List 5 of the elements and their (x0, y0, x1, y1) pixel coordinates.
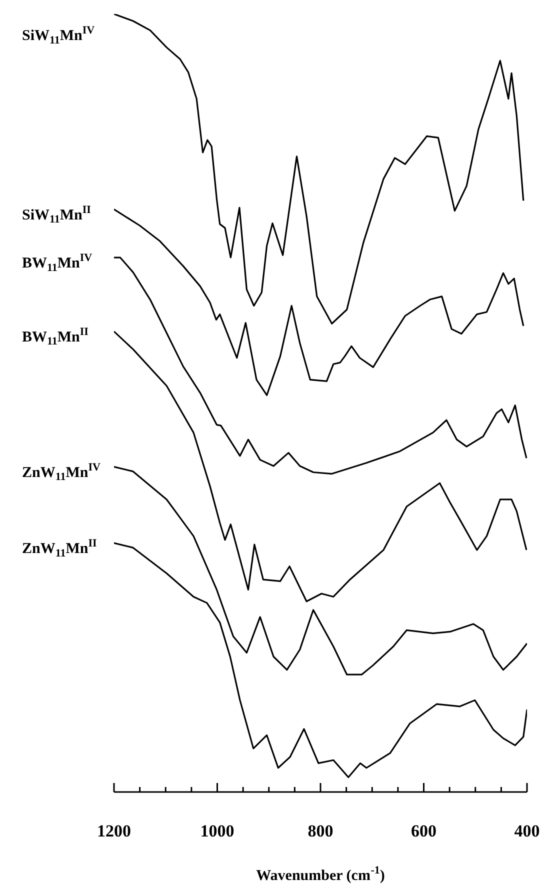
x-tick-label: 1200 (97, 821, 131, 840)
x-tick-label: 1000 (200, 821, 234, 840)
x-tick-label: 800 (308, 821, 334, 840)
x-tick-label: 600 (411, 821, 436, 840)
x-tick-label: 400 (514, 821, 540, 840)
